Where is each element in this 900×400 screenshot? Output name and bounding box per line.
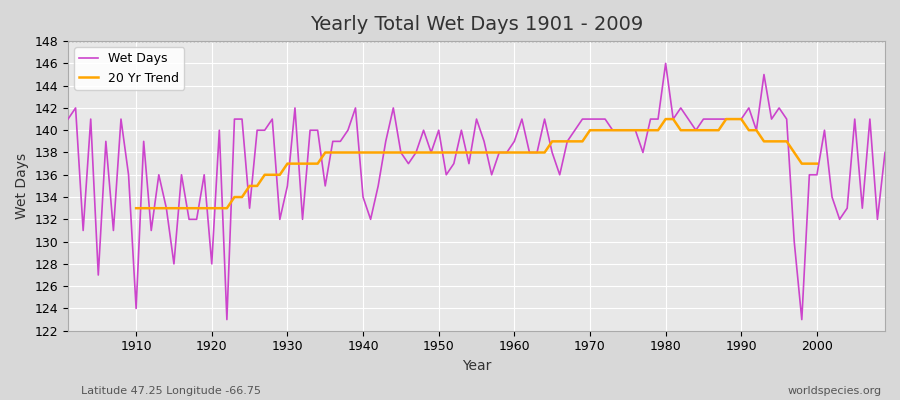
Wet Days (297, 217, 308, 222)
Wet Days (661, 61, 671, 66)
Y-axis label: Wet Days: Wet Days (15, 153, 29, 219)
Wet Days (517, 117, 527, 122)
20 Yr Trend (804, 161, 814, 166)
Wet Days (221, 317, 232, 322)
Wet Days (508, 139, 519, 144)
Line: Wet Days: Wet Days (68, 63, 885, 320)
Wet Days (343, 128, 354, 133)
20 Yr Trend (130, 206, 141, 210)
Wet Days (63, 117, 74, 122)
Wet Days (879, 150, 890, 155)
Line: 20 Yr Trend: 20 Yr Trend (136, 119, 817, 208)
Title: Yearly Total Wet Days 1901 - 2009: Yearly Total Wet Days 1901 - 2009 (310, 15, 644, 34)
Wet Days (608, 128, 618, 133)
20 Yr Trend (661, 117, 671, 122)
Legend: Wet Days, 20 Yr Trend: Wet Days, 20 Yr Trend (75, 47, 184, 90)
X-axis label: Year: Year (462, 359, 491, 373)
20 Yr Trend (214, 206, 225, 210)
20 Yr Trend (796, 161, 807, 166)
20 Yr Trend (713, 128, 724, 133)
Wet Days (123, 172, 134, 177)
20 Yr Trend (812, 161, 823, 166)
20 Yr Trend (305, 161, 316, 166)
Text: Latitude 47.25 Longitude -66.75: Latitude 47.25 Longitude -66.75 (81, 386, 261, 396)
20 Yr Trend (290, 161, 301, 166)
Text: worldspecies.org: worldspecies.org (788, 386, 882, 396)
